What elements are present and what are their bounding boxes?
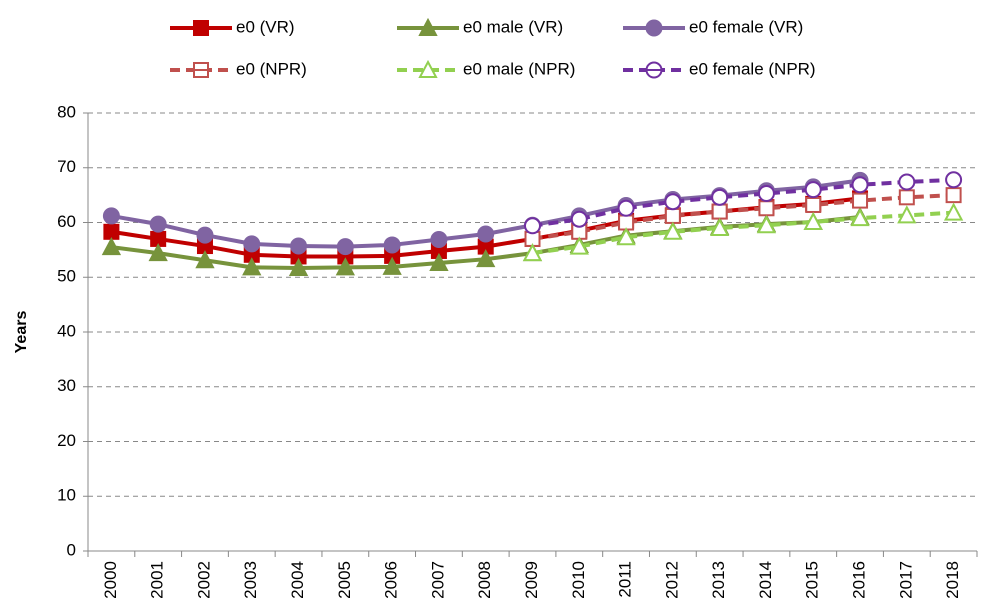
x-tick-label: 2012 <box>662 561 681 599</box>
data-point <box>898 173 916 191</box>
x-tick-label: 2002 <box>194 561 213 599</box>
data-point <box>851 176 869 194</box>
series <box>524 171 963 235</box>
data-point <box>149 215 167 233</box>
x-tick-label: 2004 <box>288 561 307 599</box>
data-point <box>335 257 356 276</box>
x-tick-label: 2001 <box>148 561 167 599</box>
x-tick-label: 2010 <box>569 561 588 599</box>
data-point <box>148 243 168 262</box>
data-point <box>382 256 402 275</box>
legend-label: e0 female (VR) <box>689 17 803 36</box>
data-point <box>852 192 869 209</box>
legend-marker <box>418 59 438 78</box>
series <box>522 202 964 262</box>
x-tick-label: 2006 <box>382 561 401 599</box>
data-point <box>898 189 915 206</box>
data-point <box>196 226 214 244</box>
data-point <box>522 243 543 262</box>
data-point <box>709 217 730 236</box>
series <box>102 171 869 256</box>
y-tick-label: 30 <box>57 376 76 395</box>
y-tick-label: 80 <box>57 102 76 121</box>
series-line <box>532 177 954 228</box>
data-point <box>711 203 728 220</box>
data-point <box>569 236 589 255</box>
data-point <box>383 236 401 254</box>
data-point <box>524 217 541 235</box>
x-tick-label: 2014 <box>756 561 775 599</box>
x-tick-label: 2005 <box>335 561 354 599</box>
legend-label: e0 female (NPR) <box>689 59 816 78</box>
x-tick-label: 2015 <box>803 561 822 599</box>
data-point <box>664 207 681 224</box>
data-point <box>850 207 870 227</box>
y-axis-label: Years <box>13 311 30 354</box>
data-point <box>616 227 636 246</box>
series-line <box>532 193 954 241</box>
legend-label: e0 male (VR) <box>463 17 563 36</box>
data-point <box>290 237 308 255</box>
legend-label: e0 (VR) <box>236 17 295 36</box>
data-point <box>617 199 635 217</box>
data-point <box>103 223 120 240</box>
data-point <box>288 257 309 276</box>
series-line <box>532 210 954 256</box>
y-tick-label: 40 <box>57 321 76 340</box>
legend-marker <box>418 17 438 36</box>
y-tick-label: 0 <box>67 540 76 559</box>
y-tick-label: 70 <box>57 157 76 176</box>
legend-marker <box>645 19 663 37</box>
data-point <box>664 193 682 211</box>
x-tick-label: 2000 <box>101 561 120 599</box>
data-point <box>195 250 215 269</box>
data-point <box>805 196 822 213</box>
data-point <box>101 237 122 256</box>
x-tick-label: 2009 <box>522 561 541 599</box>
x-tick-label: 2008 <box>475 561 494 599</box>
x-tick-label: 2003 <box>241 561 260 599</box>
data-point <box>477 225 495 243</box>
y-tick-label: 10 <box>57 486 76 505</box>
data-point <box>943 202 964 221</box>
legend-marker <box>193 20 209 36</box>
data-point <box>897 205 917 224</box>
data-point <box>756 215 777 234</box>
data-point <box>430 230 448 248</box>
data-point <box>945 171 963 189</box>
data-point <box>476 249 496 268</box>
data-point <box>243 235 261 253</box>
x-tick-label: 2007 <box>428 561 447 599</box>
data-point <box>757 184 775 202</box>
legend-label: e0 male (NPR) <box>463 59 575 78</box>
y-tick-label: 20 <box>57 431 76 450</box>
x-tick-label: 2017 <box>896 561 915 599</box>
data-point <box>663 221 683 240</box>
data-point <box>242 257 262 276</box>
x-tick-label: 2016 <box>850 561 869 599</box>
data-point <box>570 210 588 228</box>
y-tick-label: 60 <box>57 212 76 231</box>
data-point <box>945 187 962 204</box>
data-point <box>711 188 729 206</box>
legend-label: e0 (NPR) <box>236 59 307 78</box>
y-tick-label: 50 <box>57 267 76 286</box>
x-tick-label: 2018 <box>943 561 962 599</box>
data-point <box>336 238 354 256</box>
x-tick-label: 2011 <box>616 561 635 598</box>
data-point <box>758 200 775 217</box>
data-point <box>803 211 823 230</box>
x-tick-label: 2013 <box>709 561 728 599</box>
data-point <box>102 207 120 225</box>
data-point <box>429 252 449 272</box>
data-point <box>804 181 822 199</box>
